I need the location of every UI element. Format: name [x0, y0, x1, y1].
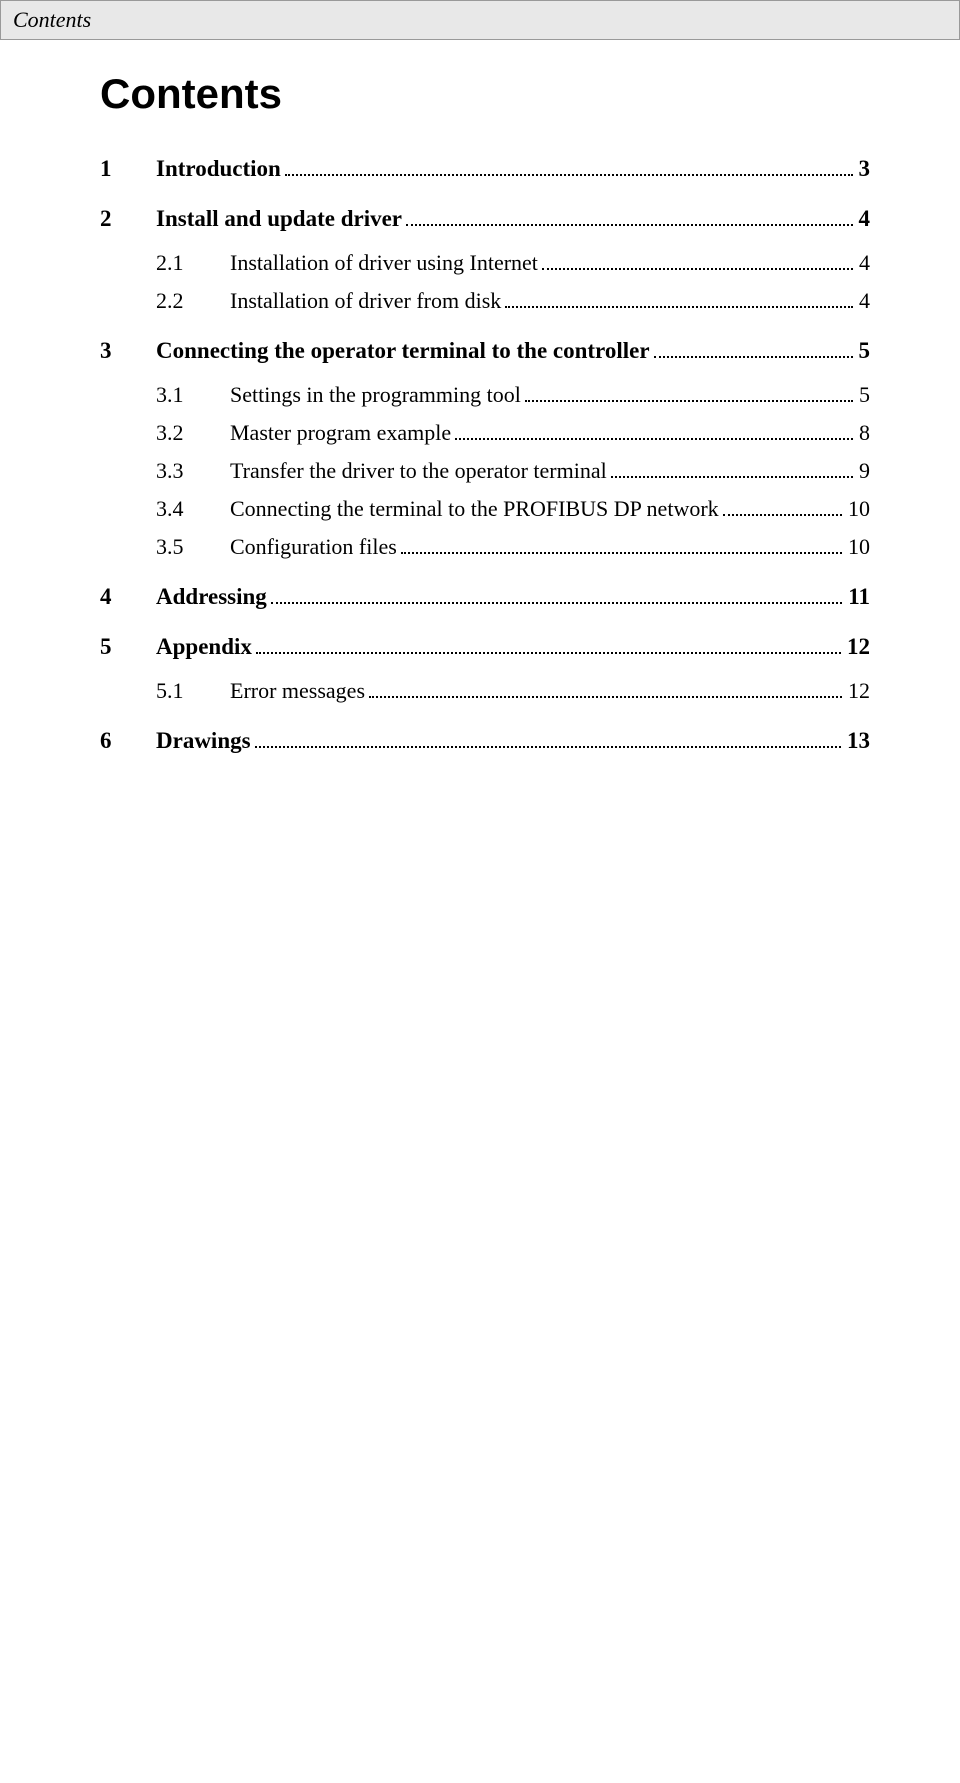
toc-sub-title: Settings in the programming tool: [230, 382, 521, 408]
toc-section-title: Introduction: [156, 156, 281, 182]
toc-sub-page: 8: [857, 420, 870, 446]
dot-leader: [271, 602, 842, 604]
toc-section-title: Appendix: [156, 634, 252, 660]
toc-section-title: Install and update driver: [156, 206, 402, 232]
toc-subsection-5-1: 5.1 Error messages 12: [156, 678, 870, 704]
breadcrumb-text: Contents: [13, 7, 91, 32]
page-title: Contents: [100, 70, 870, 118]
toc-section-title: Addressing: [156, 584, 267, 610]
dot-leader: [723, 514, 842, 516]
dot-leader: [256, 652, 841, 654]
toc-section-page: 12: [845, 634, 870, 660]
toc-sub-num: 2.2: [156, 288, 230, 314]
toc-sub-title: Installation of driver using Internet: [230, 250, 538, 276]
toc-section-num: 6: [100, 728, 156, 754]
toc-section-page: 5: [857, 338, 871, 364]
toc-section-page: 3: [857, 156, 871, 182]
toc-subsection-3-5: 3.5 Configuration files 10: [156, 534, 870, 560]
dot-leader: [285, 174, 853, 176]
dot-leader: [505, 306, 853, 308]
dot-leader: [401, 552, 842, 554]
toc-sub-title: Installation of driver from disk: [230, 288, 501, 314]
toc-section-2: 2 Install and update driver 4: [100, 206, 870, 232]
toc-section-num: 1: [100, 156, 156, 182]
toc-section-page: 11: [846, 584, 870, 610]
toc-section-3: 3 Connecting the operator terminal to th…: [100, 338, 870, 364]
toc-sub-page: 12: [846, 678, 870, 704]
toc-sub-page: 10: [846, 534, 870, 560]
toc-subsection-2-2: 2.2 Installation of driver from disk 4: [156, 288, 870, 314]
toc-section-title: Drawings: [156, 728, 251, 754]
toc-section-5: 5 Appendix 12: [100, 634, 870, 660]
toc-subsection-3-3: 3.3 Transfer the driver to the operator …: [156, 458, 870, 484]
toc-sub-num: 3.5: [156, 534, 230, 560]
dot-leader: [525, 400, 853, 402]
toc-sub-num: 5.1: [156, 678, 230, 704]
toc-sub-title: Master program example: [230, 420, 451, 446]
content-area: Contents 1 Introduction 3 2 Install and …: [0, 40, 960, 832]
dot-leader: [455, 438, 853, 440]
toc-sub-page: 5: [857, 382, 870, 408]
toc-section-page: 13: [845, 728, 870, 754]
toc-sub-title: Connecting the terminal to the PROFIBUS …: [230, 496, 719, 522]
toc-section-num: 4: [100, 584, 156, 610]
toc-sub-title: Transfer the driver to the operator term…: [230, 458, 607, 484]
toc-sub-title: Error messages: [230, 678, 365, 704]
dot-leader: [255, 746, 841, 748]
dot-leader: [654, 356, 853, 358]
toc-subsection-2-1: 2.1 Installation of driver using Interne…: [156, 250, 870, 276]
toc-sub-num: 3.1: [156, 382, 230, 408]
toc-sub-num: 3.2: [156, 420, 230, 446]
toc-section-6: 6 Drawings 13: [100, 728, 870, 754]
toc-sub-num: 2.1: [156, 250, 230, 276]
toc-subsection-3-4: 3.4 Connecting the terminal to the PROFI…: [156, 496, 870, 522]
toc-section-1: 1 Introduction 3: [100, 156, 870, 182]
dot-leader: [406, 224, 852, 226]
dot-leader: [611, 476, 853, 478]
toc-section-num: 3: [100, 338, 156, 364]
toc-section-num: 5: [100, 634, 156, 660]
toc-sub-page: 10: [846, 496, 870, 522]
toc-section-title: Connecting the operator terminal to the …: [156, 338, 650, 364]
toc-section-4: 4 Addressing 11: [100, 584, 870, 610]
toc-sub-page: 4: [857, 288, 870, 314]
toc-sub-page: 9: [857, 458, 870, 484]
header-breadcrumb: Contents: [0, 0, 960, 40]
toc-section-num: 2: [100, 206, 156, 232]
toc-section-page: 4: [857, 206, 871, 232]
toc-subsection-3-2: 3.2 Master program example 8: [156, 420, 870, 446]
toc-sub-page: 4: [857, 250, 870, 276]
toc-sub-num: 3.4: [156, 496, 230, 522]
toc-sub-title: Configuration files: [230, 534, 397, 560]
dot-leader: [542, 268, 853, 270]
toc-sub-num: 3.3: [156, 458, 230, 484]
dot-leader: [369, 696, 842, 698]
toc-subsection-3-1: 3.1 Settings in the programming tool 5: [156, 382, 870, 408]
